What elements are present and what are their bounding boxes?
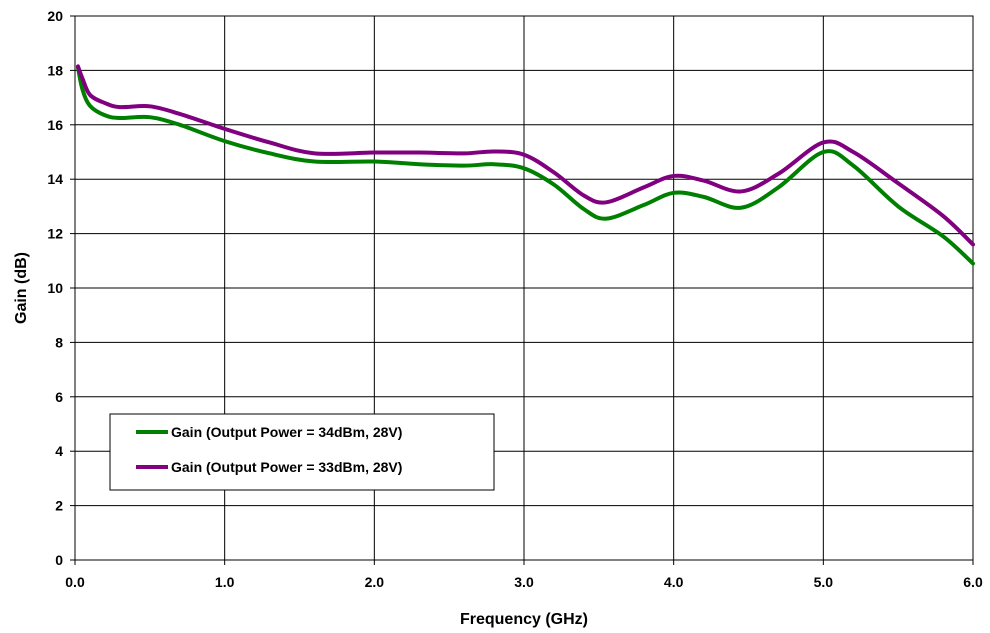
y-tick-label: 6 bbox=[55, 389, 63, 405]
x-tick-label: 6.0 bbox=[963, 574, 983, 590]
y-tick-label: 20 bbox=[47, 8, 63, 24]
y-axis-ticks: 0 2 4 6 8 10 12 14 16 18 20 bbox=[47, 8, 75, 568]
x-tick-label: 5.0 bbox=[814, 574, 834, 590]
y-tick-label: 18 bbox=[47, 62, 63, 78]
legend-label-series-2: Gain (Output Power = 33dBm, 28V) bbox=[171, 459, 402, 475]
x-tick-label: 1.0 bbox=[215, 574, 235, 590]
y-tick-label: 0 bbox=[55, 552, 63, 568]
x-axis-ticks: 0.0 1.0 2.0 3.0 4.0 5.0 6.0 bbox=[65, 560, 983, 590]
y-tick-label: 16 bbox=[47, 117, 63, 133]
series-line-1 bbox=[75, 65, 975, 266]
y-tick-label: 2 bbox=[55, 498, 63, 514]
x-tick-label: 3.0 bbox=[514, 574, 534, 590]
y-tick-label: 4 bbox=[55, 443, 63, 459]
x-tick-label: 4.0 bbox=[664, 574, 684, 590]
x-axis-label: Frequency (GHz) bbox=[460, 611, 588, 628]
y-axis-label: Gain (dB) bbox=[13, 252, 30, 324]
x-tick-label: 0.0 bbox=[65, 574, 85, 590]
y-tick-label: 14 bbox=[47, 171, 63, 187]
legend-label-series-1: Gain (Output Power = 34dBm, 28V) bbox=[171, 424, 402, 440]
y-tick-label: 12 bbox=[47, 226, 63, 242]
legend: Gain (Output Power = 34dBm, 28V) Gain (O… bbox=[109, 413, 495, 491]
y-tick-label: 10 bbox=[47, 280, 63, 296]
series-line-2 bbox=[75, 64, 975, 247]
series-lines bbox=[75, 64, 975, 266]
legend-box bbox=[109, 413, 495, 491]
y-tick-label: 8 bbox=[55, 334, 63, 350]
x-tick-label: 2.0 bbox=[365, 574, 385, 590]
